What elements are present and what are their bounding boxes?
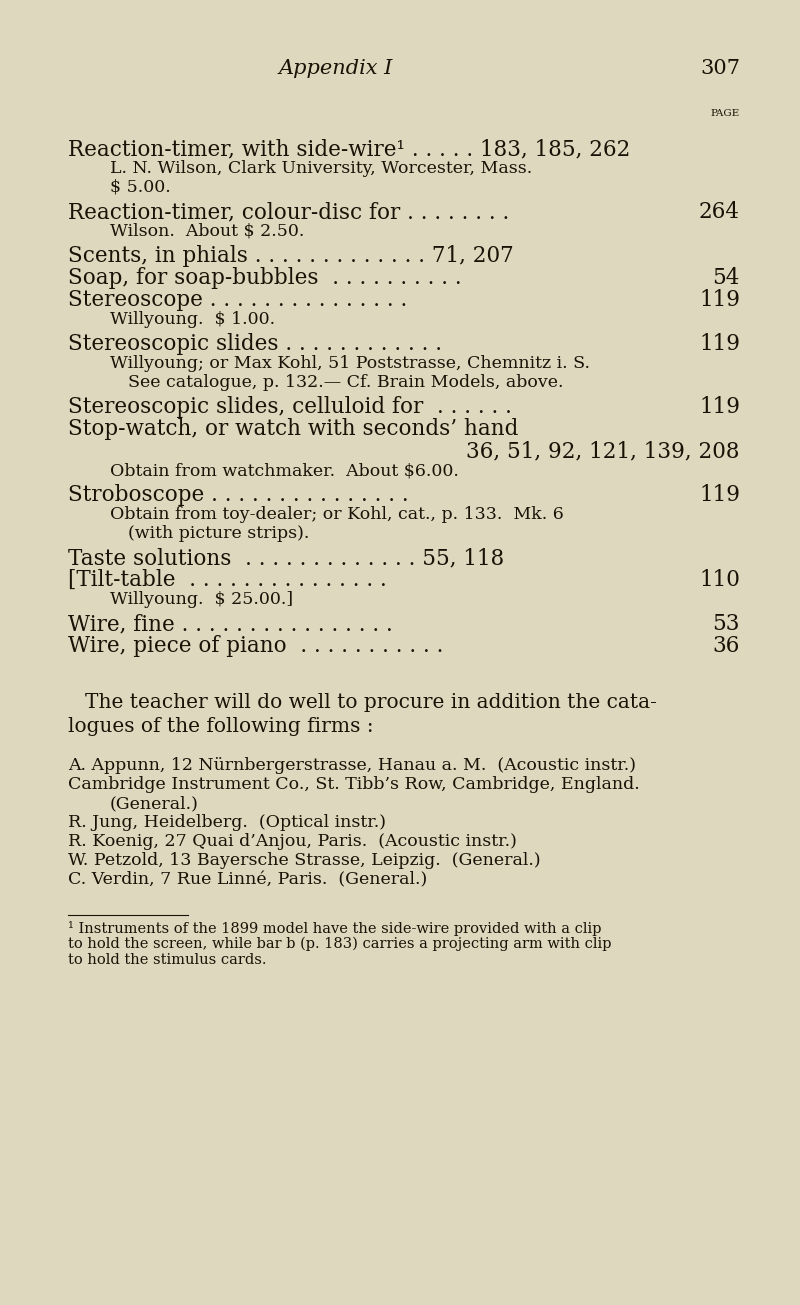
Text: 119: 119 — [699, 484, 740, 506]
Text: Obtain from toy-dealer; or Kohl, cat., p. 133.  Mk. 6: Obtain from toy-dealer; or Kohl, cat., p… — [110, 506, 564, 523]
Text: Willyoung.  $ 1.00.: Willyoung. $ 1.00. — [110, 311, 275, 328]
Text: to hold the screen, while bar b (p. 183) carries a projecting arm with clip: to hold the screen, while bar b (p. 183)… — [68, 937, 611, 951]
Text: Scents, in phials . . . . . . . . . . . . . 71, 207: Scents, in phials . . . . . . . . . . . … — [68, 245, 514, 268]
Text: PAGE: PAGE — [710, 110, 740, 117]
Text: Willyoung.  $ 25.00.]: Willyoung. $ 25.00.] — [110, 591, 293, 608]
Text: Soap, for soap-bubbles  . . . . . . . . . .: Soap, for soap-bubbles . . . . . . . . .… — [68, 268, 462, 288]
Text: Wire, fine . . . . . . . . . . . . . . . .: Wire, fine . . . . . . . . . . . . . . .… — [68, 613, 393, 636]
Text: Wilson.  About $ 2.50.: Wilson. About $ 2.50. — [110, 223, 304, 240]
Text: 119: 119 — [699, 288, 740, 311]
Text: to hold the stimulus cards.: to hold the stimulus cards. — [68, 953, 266, 967]
Text: Reaction-timer, colour-disc for . . . . . . . .: Reaction-timer, colour-disc for . . . . … — [68, 201, 510, 223]
Text: L. N. Wilson, Clark University, Worcester, Mass.: L. N. Wilson, Clark University, Worceste… — [110, 161, 532, 177]
Text: Stereoscopic slides, celluloid for  . . . . . .: Stereoscopic slides, celluloid for . . .… — [68, 395, 512, 418]
Text: logues of the following firms :: logues of the following firms : — [68, 716, 374, 736]
Text: R. Jung, Heidelberg.  (Optical instr.): R. Jung, Heidelberg. (Optical instr.) — [68, 814, 386, 831]
Text: Reaction-timer, with side-wire¹ . . . . . 183, 185, 262: Reaction-timer, with side-wire¹ . . . . … — [68, 138, 630, 161]
Text: Obtain from watchmaker.  About $6.00.: Obtain from watchmaker. About $6.00. — [110, 462, 459, 479]
Text: ¹ Instruments of the 1899 model have the side-wire provided with a clip: ¹ Instruments of the 1899 model have the… — [68, 921, 602, 936]
Text: 119: 119 — [699, 333, 740, 355]
Text: 36: 36 — [713, 636, 740, 656]
Text: 119: 119 — [699, 395, 740, 418]
Text: Taste solutions  . . . . . . . . . . . . . 55, 118: Taste solutions . . . . . . . . . . . . … — [68, 547, 504, 569]
Text: Willyoung; or Max Kohl, 51 Poststrasse, Chemnitz i. S.: Willyoung; or Max Kohl, 51 Poststrasse, … — [110, 355, 590, 372]
Text: The teacher will do well to procure in addition the cata-: The teacher will do well to procure in a… — [85, 693, 657, 713]
Text: Stereoscope . . . . . . . . . . . . . . .: Stereoscope . . . . . . . . . . . . . . … — [68, 288, 407, 311]
Text: (with picture strips).: (with picture strips). — [128, 525, 310, 542]
Text: $ 5.00.: $ 5.00. — [110, 179, 170, 196]
Text: 53: 53 — [713, 613, 740, 636]
Text: 110: 110 — [699, 569, 740, 591]
Text: Appendix I: Appendix I — [279, 59, 393, 78]
Text: [Tilt-table  . . . . . . . . . . . . . . .: [Tilt-table . . . . . . . . . . . . . . … — [68, 569, 386, 591]
Text: W. Petzold, 13 Bayersche Strasse, Leipzig.  (General.): W. Petzold, 13 Bayersche Strasse, Leipzi… — [68, 852, 541, 869]
Text: 264: 264 — [699, 201, 740, 223]
Text: (General.): (General.) — [110, 795, 199, 812]
Text: Stop-watch, or watch with seconds’ hand: Stop-watch, or watch with seconds’ hand — [68, 418, 518, 440]
Text: Stereoscopic slides . . . . . . . . . . . .: Stereoscopic slides . . . . . . . . . . … — [68, 333, 442, 355]
Text: Wire, piece of piano  . . . . . . . . . . .: Wire, piece of piano . . . . . . . . . .… — [68, 636, 443, 656]
Text: C. Verdin, 7 Rue Linné, Paris.  (General.): C. Verdin, 7 Rue Linné, Paris. (General.… — [68, 870, 427, 887]
Text: 307: 307 — [700, 59, 740, 78]
Text: Cambridge Instrument Co., St. Tibb’s Row, Cambridge, England.: Cambridge Instrument Co., St. Tibb’s Row… — [68, 776, 640, 793]
Text: A. Appunn, 12 Nürnbergerstrasse, Hanau a. M.  (Acoustic instr.): A. Appunn, 12 Nürnbergerstrasse, Hanau a… — [68, 757, 636, 774]
Text: See catalogue, p. 132.— Cf. Brain Models, above.: See catalogue, p. 132.— Cf. Brain Models… — [128, 375, 563, 392]
Text: R. Koenig, 27 Quai d’Anjou, Paris.  (Acoustic instr.): R. Koenig, 27 Quai d’Anjou, Paris. (Acou… — [68, 833, 517, 850]
Text: Stroboscope . . . . . . . . . . . . . . .: Stroboscope . . . . . . . . . . . . . . … — [68, 484, 409, 506]
Text: 54: 54 — [713, 268, 740, 288]
Text: 36, 51, 92, 121, 139, 208: 36, 51, 92, 121, 139, 208 — [466, 440, 740, 462]
